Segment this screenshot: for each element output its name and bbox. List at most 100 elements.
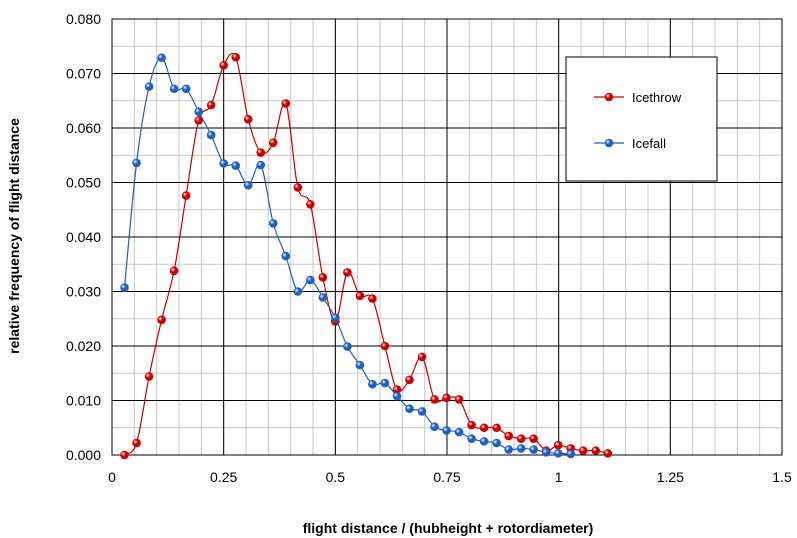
data-point: [306, 200, 315, 209]
data-point: [355, 291, 365, 301]
y-tick-label: 0.080: [66, 11, 101, 27]
data-point: [281, 251, 291, 261]
y-tick-label: 0.060: [66, 120, 101, 136]
data-point: [553, 440, 563, 450]
data-point: [541, 447, 551, 457]
data-point: [529, 445, 538, 454]
data-point: [268, 219, 278, 228]
plot-area-border: [111, 18, 783, 456]
data-point: [318, 273, 328, 282]
data-point: [194, 116, 203, 125]
data-point: [392, 391, 402, 401]
series-line: [123, 57, 571, 455]
y-tick-label: 0.030: [66, 284, 101, 300]
data-point: [293, 183, 303, 192]
data-point: [368, 294, 377, 303]
legend-marker: [604, 92, 614, 102]
data-point: [318, 293, 328, 302]
data-point: [467, 434, 476, 443]
data-point: [343, 342, 352, 351]
data-point: [417, 407, 427, 416]
data-point: [591, 446, 601, 455]
data-point: [293, 287, 303, 296]
data-point: [516, 444, 526, 453]
data-point: [578, 446, 588, 455]
data-point: [144, 82, 154, 91]
data-point: [331, 313, 340, 322]
data-point: [529, 434, 538, 443]
data-point: [380, 378, 390, 388]
data-point: [405, 375, 414, 385]
data-point: [144, 372, 154, 381]
data-point: [169, 266, 179, 276]
data-point: [243, 114, 253, 124]
data-point: [467, 420, 476, 430]
y-tick-label: 0.050: [66, 175, 101, 191]
data-point: [380, 341, 390, 351]
data-point: [442, 393, 451, 403]
series-icethrow: [120, 52, 613, 460]
x-tick-label: 1.5: [772, 469, 792, 485]
data-point: [157, 315, 166, 325]
data-point: [417, 352, 427, 362]
data-point: [492, 423, 501, 433]
series-icefall: [120, 53, 576, 459]
data-point: [430, 422, 439, 431]
data-point: [256, 148, 266, 157]
data-point: [516, 434, 526, 443]
x-tick-label: 1: [555, 469, 563, 485]
data-point: [479, 423, 489, 433]
data-point: [405, 404, 414, 413]
x-tick-label: 1.25: [657, 469, 684, 485]
data-point: [479, 437, 489, 446]
data-point: [120, 283, 129, 292]
y-tick-label: 0.010: [66, 393, 101, 409]
data-point: [355, 360, 365, 370]
data-point: [504, 431, 513, 441]
y-tick-label: 0.040: [66, 229, 101, 245]
data-point: [231, 52, 241, 62]
data-point: [603, 449, 613, 458]
data-point: [306, 275, 315, 285]
y-axis-title: relative frequency of flight distance: [6, 118, 22, 354]
data-point: [454, 395, 464, 404]
data-point: [442, 426, 451, 435]
x-tick-label: 0.5: [326, 469, 346, 485]
legend-item-icethrow: Icethrow: [594, 90, 682, 105]
data-point: [281, 99, 291, 108]
data-point: [454, 427, 464, 437]
x-tick-label: 0.75: [433, 469, 460, 485]
data-point: [368, 379, 377, 389]
y-tick-label: 0.070: [66, 66, 101, 82]
data-point: [343, 268, 352, 277]
data-point: [553, 449, 563, 458]
y-tick-label: 0.020: [66, 338, 101, 354]
data-point: [120, 450, 129, 460]
legend-marker: [604, 138, 614, 148]
data-point: [132, 158, 141, 168]
x-tick-label: 0.25: [210, 469, 237, 485]
legend: Icethrow Icefall: [565, 56, 718, 182]
data-point: [504, 445, 513, 454]
data-point: [256, 160, 266, 170]
legend-label: Icethrow: [632, 90, 682, 105]
data-point: [219, 61, 228, 70]
data-point: [219, 159, 228, 168]
data-point: [268, 138, 278, 148]
data-point: [157, 53, 166, 62]
legend-box: [565, 56, 718, 182]
data-point: [492, 438, 501, 448]
data-point: [206, 130, 216, 140]
data-point: [169, 84, 179, 94]
data-point: [231, 161, 241, 170]
data-point: [206, 100, 216, 110]
data-point: [181, 84, 191, 94]
data-point: [194, 107, 203, 116]
data-point: [566, 449, 576, 459]
legend-label: Icefall: [632, 136, 666, 151]
x-tick-label: 0: [108, 469, 116, 485]
data-point: [430, 395, 439, 404]
legend-item-icefall: Icefall: [594, 136, 666, 151]
